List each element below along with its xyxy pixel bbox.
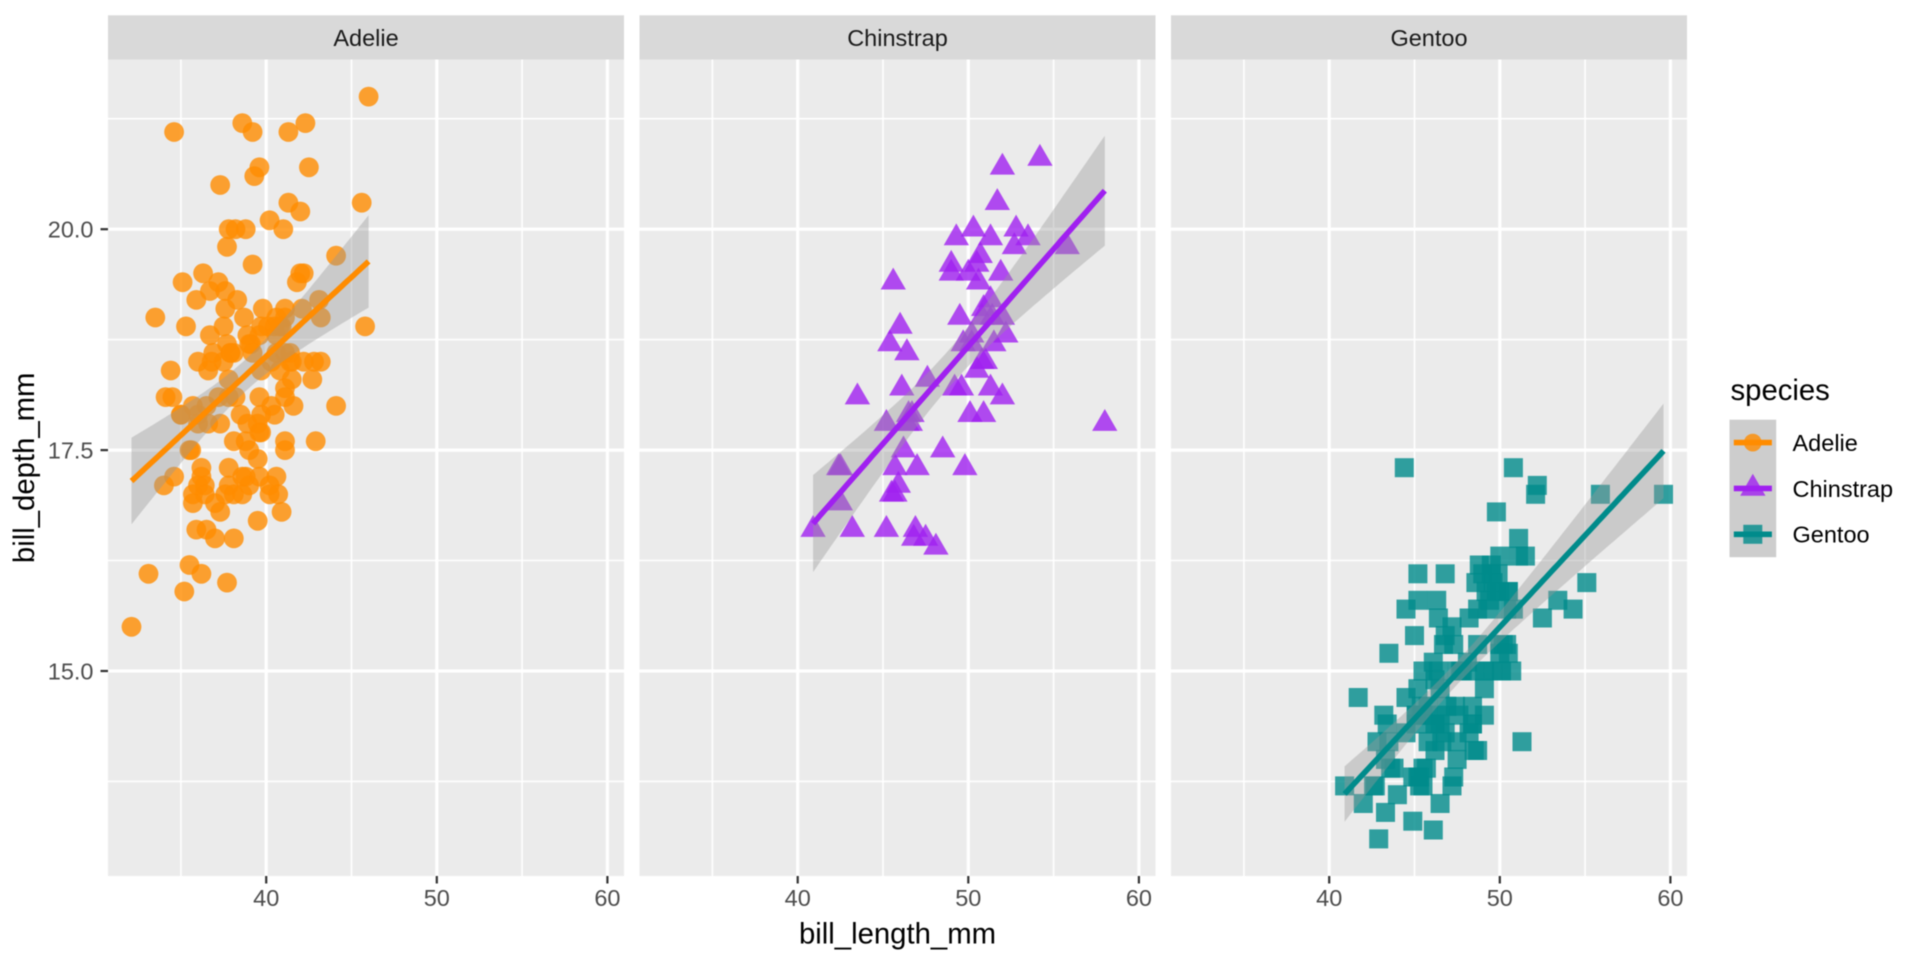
svg-text:50: 50 <box>955 885 981 911</box>
svg-text:60: 60 <box>1657 885 1683 911</box>
svg-text:40: 40 <box>253 885 279 911</box>
svg-text:Gentoo: Gentoo <box>1390 25 1467 51</box>
svg-text:bill_depth_mm: bill_depth_mm <box>8 373 41 564</box>
svg-text:Gentoo: Gentoo <box>1793 522 1870 548</box>
svg-text:Adelie: Adelie <box>333 25 398 51</box>
svg-text:species: species <box>1731 374 1830 407</box>
svg-text:Adelie: Adelie <box>1793 430 1858 456</box>
svg-text:60: 60 <box>1126 885 1152 911</box>
svg-text:20.0: 20.0 <box>48 217 94 243</box>
svg-text:50: 50 <box>1487 885 1513 911</box>
svg-text:15.0: 15.0 <box>48 658 94 684</box>
svg-text:Chinstrap: Chinstrap <box>847 25 948 51</box>
svg-text:40: 40 <box>1316 885 1342 911</box>
svg-text:60: 60 <box>594 885 620 911</box>
svg-text:40: 40 <box>785 885 811 911</box>
svg-text:50: 50 <box>424 885 450 911</box>
svg-text:bill_length_mm: bill_length_mm <box>799 918 996 951</box>
svg-text:Chinstrap: Chinstrap <box>1793 476 1894 502</box>
svg-text:17.5: 17.5 <box>48 438 94 464</box>
